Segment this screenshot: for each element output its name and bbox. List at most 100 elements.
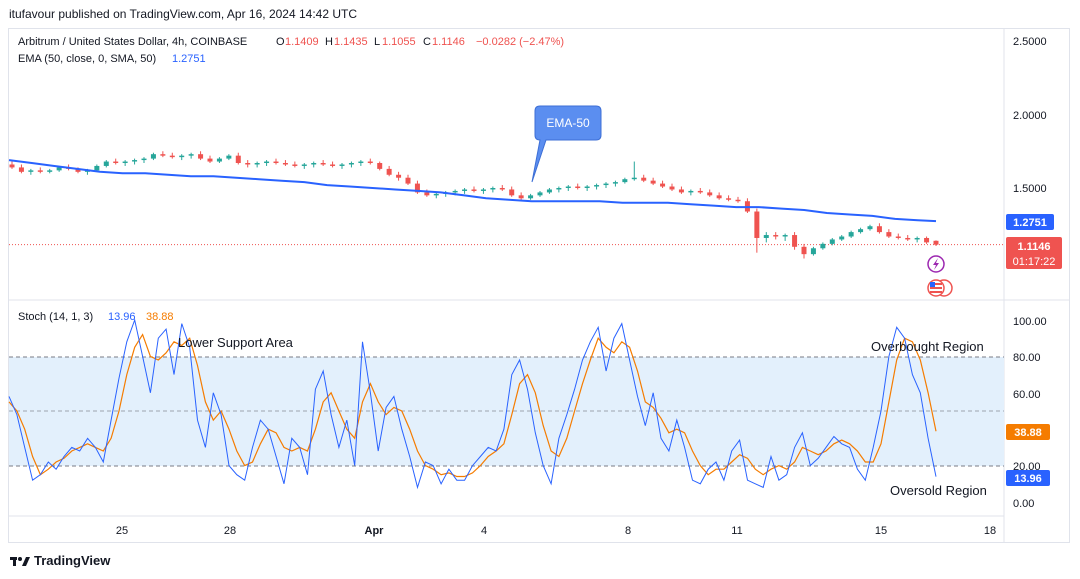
candle-body (612, 182, 618, 184)
candle-body (462, 189, 468, 191)
candle-body (754, 211, 760, 238)
candle-body (895, 236, 901, 238)
candle-body (810, 248, 816, 255)
candle-body (424, 192, 430, 196)
candle-body (179, 155, 185, 158)
price-tick: 2.0000 (1013, 110, 1047, 122)
candle-body (735, 199, 741, 202)
ema-legend-value: 1.2751 (172, 53, 206, 65)
lower-support-label: Lower Support Area (178, 335, 294, 350)
close-value: 1.1146 (432, 36, 465, 48)
candle-body (792, 235, 798, 247)
candle-body (490, 188, 496, 190)
candle-body (9, 164, 15, 168)
close-label: C (423, 36, 431, 48)
stoch-d-badge-text: 38.88 (1014, 427, 1042, 439)
candle-body (528, 195, 534, 199)
candle-body (669, 186, 675, 190)
candle-body (235, 155, 241, 164)
brand-label: TradingView (34, 553, 111, 568)
oversold-label: Oversold Region (890, 483, 987, 498)
stoch-k-line (8, 318, 937, 490)
candle-body (537, 192, 543, 196)
candle-body (198, 154, 204, 159)
candle-body (18, 167, 24, 172)
candle-body (348, 163, 354, 165)
stoch-tick: 60.00 (1013, 389, 1041, 401)
tradingview-logo-icon (10, 556, 30, 566)
candle-body (282, 163, 288, 165)
publisher-line: itufavour published on TradingView.com, … (9, 7, 357, 21)
candle-body (216, 158, 222, 162)
time-tick: 28 (224, 525, 236, 537)
time-tick: 18 (984, 525, 996, 537)
stoch-k-badge: 13.96 (1006, 470, 1050, 486)
candle-body (28, 170, 34, 172)
high-label: H (325, 36, 333, 48)
candle-body (518, 195, 524, 199)
candle-body (914, 237, 920, 240)
candle-body (320, 163, 326, 165)
candle-body (697, 190, 703, 193)
candle-body (839, 236, 845, 240)
candle-body (905, 237, 911, 240)
candle-body (367, 161, 373, 164)
candle-body (801, 246, 807, 255)
ema-badge-text: 1.2751 (1013, 217, 1047, 229)
candle-body (641, 177, 647, 181)
ema-line (8, 159, 937, 223)
time-tick: 15 (875, 525, 887, 537)
candle-body (37, 170, 43, 172)
stoch-k-badge-text: 13.96 (1014, 473, 1042, 485)
candle-body (264, 161, 270, 164)
candle-body (56, 167, 62, 171)
lightning-icon[interactable] (927, 255, 945, 273)
ema-legend-label: EMA (50, close, 0, SMA, 50) (18, 53, 156, 65)
candle-body (584, 186, 590, 188)
candle-body (414, 183, 420, 193)
candle-body (631, 177, 637, 180)
tradingview-brand[interactable]: TradingView (10, 553, 110, 568)
candle-body (405, 177, 411, 184)
open-label: O (276, 36, 285, 48)
candle-body (886, 232, 892, 237)
high-value: 1.1435 (334, 36, 368, 48)
candle-body (94, 165, 100, 171)
candle-body (188, 154, 194, 156)
candle-body (377, 163, 383, 169)
us-flag-icon[interactable] (927, 279, 953, 297)
candle-body (141, 158, 147, 161)
candle-body (433, 193, 439, 196)
candle-body (867, 226, 873, 230)
candle-body (113, 161, 119, 164)
candle-body (245, 163, 251, 165)
ema-callout-label: EMA-50 (546, 116, 590, 130)
countdown-text: 01:17:22 (1013, 256, 1056, 268)
candle-body (678, 189, 684, 193)
stoch-tick: 80.00 (1013, 352, 1041, 364)
candle-body (556, 188, 562, 190)
candle-body (358, 161, 364, 164)
candle-body (594, 185, 600, 187)
price-tick: 1.5000 (1013, 183, 1047, 195)
change-value: −0.0282 (−2.47%) (476, 36, 564, 48)
time-tick: Apr (365, 525, 385, 537)
time-tick: 11 (731, 525, 742, 537)
candle-body (650, 180, 656, 184)
candle-body (471, 189, 477, 191)
candle-body (782, 235, 788, 237)
candle-body (311, 163, 317, 165)
stoch-d-line (8, 333, 937, 478)
candle-body (933, 240, 939, 245)
candle-body (858, 229, 864, 233)
candle-body (622, 179, 628, 183)
candle-body (103, 161, 109, 166)
stoch-d-value: 38.88 (146, 311, 174, 323)
candle-body (726, 198, 732, 200)
time-tick: 4 (481, 525, 487, 537)
candle-body (47, 170, 53, 172)
candle-body (226, 155, 232, 159)
candle-body (160, 154, 166, 156)
candle-body (330, 164, 336, 166)
